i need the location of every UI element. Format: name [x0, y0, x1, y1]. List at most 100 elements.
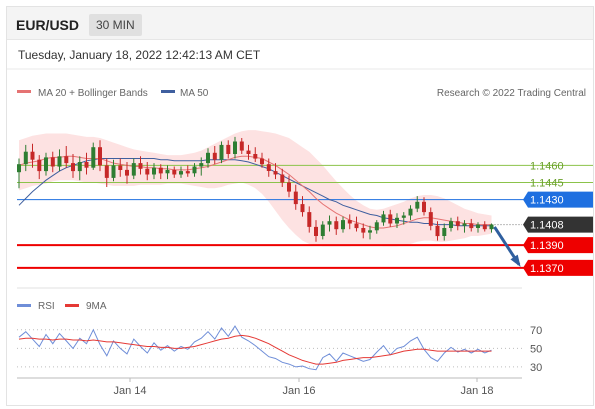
candle-body — [104, 165, 109, 178]
ma9-line — [18, 334, 492, 365]
candle-body — [71, 163, 75, 172]
forecast-arrow-head — [510, 254, 521, 268]
legend-ma50-swatch — [161, 90, 175, 93]
candle-body — [287, 182, 291, 192]
candle-body — [408, 208, 413, 216]
price-label-text: 1.1445 — [530, 178, 564, 190]
price-label-pivot — [523, 191, 593, 208]
candle-body — [415, 201, 420, 209]
price-label-text: 1.1370 — [530, 263, 564, 275]
candle-body — [64, 156, 69, 164]
candle-body — [341, 220, 345, 230]
price-label-text: 1.1460 — [530, 160, 564, 172]
candle-body — [37, 159, 42, 172]
candle-body — [172, 169, 177, 175]
candle-body — [482, 224, 487, 230]
rsi-plot: 70 50 30 — [17, 325, 542, 374]
x-tick-label: Jan 18 — [460, 385, 493, 397]
candle-body — [401, 215, 406, 218]
candle-body — [212, 152, 217, 160]
main-plot: 1.1460 1.1445 1.1430 1.1408 1.1390 1.1370 — [17, 130, 593, 276]
candle-body — [239, 141, 244, 151]
price-chart: MA 20 + Bollinger Bands MA 50 Research ©… — [7, 68, 593, 397]
candle-body — [84, 162, 89, 168]
candle-body — [476, 224, 480, 228]
candle-body — [320, 224, 325, 236]
legend-9ma-swatch — [65, 304, 79, 307]
candle-body — [179, 171, 183, 175]
candle-body — [273, 171, 278, 175]
candle-body — [17, 164, 21, 173]
rsi-tick-label: 30 — [530, 362, 542, 374]
candle-body — [145, 168, 150, 175]
candle-body — [165, 169, 170, 174]
candle-body — [314, 226, 318, 236]
candle-body — [219, 144, 224, 160]
price-label-support — [523, 237, 593, 254]
candle-body — [185, 171, 190, 174]
legend-ma50-label: MA 50 — [180, 88, 209, 99]
candle-body — [260, 158, 264, 165]
candle-body — [449, 221, 453, 228]
candle-body — [226, 144, 231, 154]
candle-body — [30, 151, 35, 160]
candle-body — [381, 214, 386, 223]
price-label-text: 1.1408 — [530, 220, 564, 232]
chart-header: EUR/USD 30 MIN — [7, 7, 593, 40]
candle-body — [388, 214, 393, 224]
candle-body — [158, 167, 163, 174]
candle-body — [266, 164, 271, 171]
candle-body — [442, 228, 447, 236]
candle-body — [307, 212, 312, 227]
candle-body — [206, 152, 210, 164]
credit-text: Research © 2022 Trading Central — [437, 88, 586, 99]
chart-widget: EUR/USD 30 MIN Tuesday, January 18, 2022… — [6, 6, 594, 406]
price-label-last — [523, 216, 593, 233]
candle-body — [300, 204, 305, 213]
candle-body — [98, 147, 102, 166]
legend-rsi-swatch — [17, 304, 31, 307]
rsi-line — [18, 325, 492, 371]
candle-body — [462, 223, 467, 226]
candle-body — [131, 163, 136, 176]
candle-body — [361, 228, 366, 233]
bollinger-band — [19, 130, 492, 247]
candle-body — [253, 154, 258, 159]
candle-body — [246, 150, 251, 154]
candle-body — [233, 141, 237, 154]
candle-body — [44, 157, 48, 172]
legend-9ma-label: 9MA — [86, 301, 107, 312]
legend-ma20-label: MA 20 + Bollinger Bands — [38, 88, 148, 99]
candle-body — [435, 225, 440, 237]
price-label-support — [523, 259, 593, 276]
candle-body — [327, 221, 332, 225]
legend-rsi-label: RSI — [38, 301, 55, 312]
candle-body — [280, 174, 285, 183]
legend-ma20-swatch — [17, 90, 31, 93]
candle-body — [469, 223, 474, 229]
rsi-tick-label: 50 — [530, 343, 542, 355]
candle-body — [334, 221, 339, 230]
candle-body — [138, 163, 143, 169]
candle-body — [192, 166, 197, 174]
candle-body — [395, 217, 399, 224]
candle-body — [368, 230, 372, 233]
candle-body — [50, 157, 55, 167]
timeframe-button[interactable]: 30 MIN — [89, 14, 142, 36]
candle-body — [354, 223, 359, 229]
candle-body — [125, 169, 129, 176]
candle-body — [77, 162, 82, 172]
x-tick-label: Jan 16 — [282, 385, 315, 397]
price-label-text: 1.1390 — [530, 240, 564, 252]
rsi-tick-label: 70 — [530, 325, 542, 337]
candle-body — [23, 151, 28, 165]
candle-body — [118, 165, 123, 170]
candle-body — [422, 201, 426, 213]
candle-body — [374, 222, 379, 231]
candle-body — [428, 212, 433, 226]
candle-body — [455, 221, 460, 226]
candle-body — [489, 224, 494, 230]
instrument-title: EUR/USD — [16, 17, 80, 33]
candle-body — [152, 167, 156, 175]
candle-body — [111, 165, 116, 178]
